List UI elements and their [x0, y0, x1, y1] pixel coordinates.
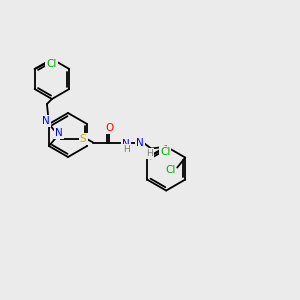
- Text: N: N: [136, 138, 144, 148]
- Text: N: N: [122, 139, 130, 148]
- Text: Cl: Cl: [165, 165, 175, 175]
- Text: O: O: [105, 123, 113, 133]
- Text: S: S: [80, 134, 86, 144]
- Text: N: N: [55, 128, 63, 138]
- Text: Cl: Cl: [160, 147, 170, 157]
- Text: H: H: [123, 145, 130, 154]
- Text: H: H: [146, 149, 153, 158]
- Text: N: N: [42, 116, 50, 126]
- Text: Cl: Cl: [46, 59, 57, 69]
